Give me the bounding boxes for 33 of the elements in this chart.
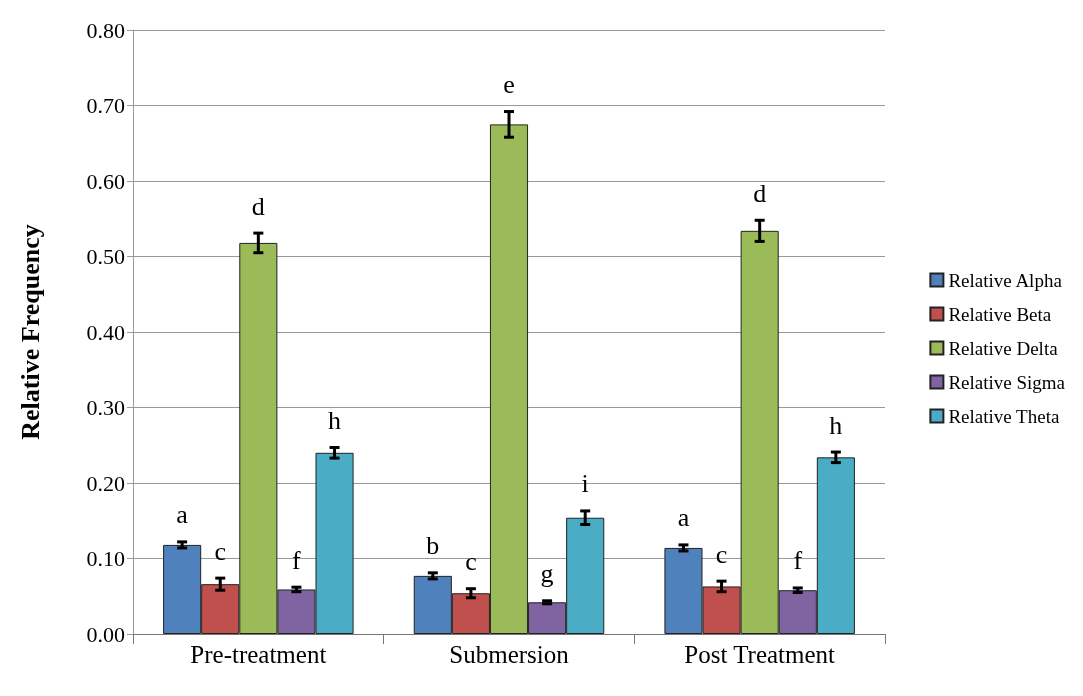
data-label: c — [715, 539, 728, 569]
y-axis-title: Relative Frequency — [15, 224, 45, 440]
data-label: h — [829, 410, 843, 440]
x-tick-label: Post Treatment — [684, 641, 836, 668]
y-tick-label: 0.80 — [86, 17, 125, 43]
data-label: c — [214, 536, 227, 566]
data-label: a — [677, 503, 690, 533]
data-label: f — [292, 545, 302, 575]
legend-label: Relative Theta — [948, 405, 1060, 427]
data-label: i — [581, 469, 589, 499]
data-label: g — [540, 559, 554, 589]
legend-label: Relative Sigma — [948, 371, 1066, 393]
y-tick-label: 0.10 — [86, 546, 125, 571]
legend-label: Relative Alpha — [948, 269, 1063, 291]
y-tick-label: 0.60 — [86, 168, 125, 194]
x-tick-label: Submersion — [449, 641, 570, 668]
x-tick-label: Pre-treatment — [190, 641, 327, 668]
data-label: a — [176, 500, 189, 530]
legend-label: Relative Delta — [948, 337, 1059, 359]
y-tick-label: 0.20 — [86, 470, 125, 496]
data-label: d — [251, 191, 265, 221]
data-label: c — [465, 547, 477, 577]
y-tick-label: 0.00 — [86, 621, 125, 647]
data-label: f — [793, 546, 803, 576]
data-label: h — [328, 406, 342, 436]
y-tick-label: 0.50 — [86, 244, 125, 269]
y-tick-label: 0.70 — [86, 93, 125, 118]
y-tick-label: 0.40 — [86, 319, 125, 345]
data-label: d — [753, 178, 767, 208]
data-label: e — [503, 70, 515, 100]
legend-label: Relative Beta — [948, 303, 1052, 325]
y-tick-label: 0.30 — [86, 395, 125, 420]
data-label: b — [426, 531, 440, 561]
